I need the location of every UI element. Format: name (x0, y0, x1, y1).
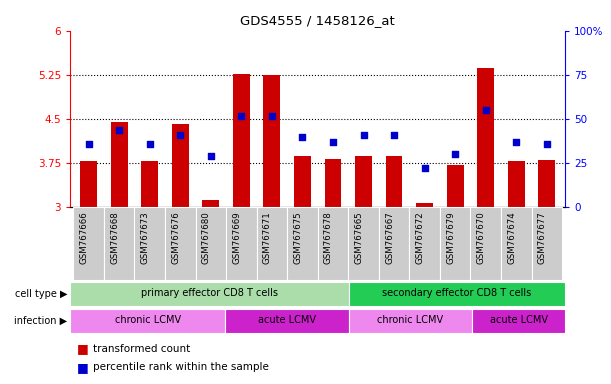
Point (267, 113, 277, 119)
Text: GSM767667: GSM767667 (385, 211, 394, 264)
Bar (386, 156, 403, 207)
Bar (294, 156, 311, 207)
Bar (104, 207, 134, 280)
Bar (202, 200, 219, 207)
Text: GSM767673: GSM767673 (141, 211, 150, 264)
Text: acute LCMV: acute LCMV (258, 315, 316, 325)
Bar (111, 122, 128, 207)
Bar (409, 207, 440, 280)
Bar (318, 207, 348, 280)
Text: GSM767666: GSM767666 (79, 211, 89, 264)
Bar (355, 156, 372, 207)
Text: GSM767669: GSM767669 (232, 211, 241, 264)
Point (359, 132, 368, 138)
Point (420, 166, 430, 172)
Point (114, 127, 124, 133)
Bar (538, 160, 555, 207)
Bar (226, 207, 257, 280)
Bar (501, 207, 532, 280)
Bar (379, 207, 409, 280)
Point (206, 153, 216, 159)
Text: ■: ■ (76, 342, 88, 355)
Text: chronic LCMV: chronic LCMV (378, 315, 444, 325)
Bar (172, 124, 189, 207)
Point (175, 132, 185, 138)
Bar (472, 309, 565, 333)
Point (145, 141, 155, 147)
Text: primary effector CD8 T cells: primary effector CD8 T cells (141, 288, 278, 298)
Text: secondary effector CD8 T cells: secondary effector CD8 T cells (382, 288, 532, 298)
Bar (324, 159, 342, 207)
Text: GSM767675: GSM767675 (293, 211, 302, 264)
Text: GSM767672: GSM767672 (415, 211, 425, 264)
Text: infection ▶: infection ▶ (14, 316, 67, 326)
Text: acute LCMV: acute LCMV (490, 315, 548, 325)
Bar (257, 207, 287, 280)
Bar (70, 282, 349, 306)
Text: GSM767676: GSM767676 (171, 211, 180, 264)
Bar (349, 282, 565, 306)
Bar (134, 207, 165, 280)
Text: chronic LCMV: chronic LCMV (114, 315, 181, 325)
Bar (141, 161, 158, 207)
Bar (70, 309, 225, 333)
Point (389, 132, 399, 138)
Text: GSM767674: GSM767674 (507, 211, 516, 264)
Text: GSM767680: GSM767680 (202, 211, 211, 264)
Bar (73, 207, 104, 280)
Text: transformed count: transformed count (93, 344, 191, 354)
Bar (165, 207, 196, 280)
Bar (80, 161, 97, 207)
Text: GDS4555 / 1458126_at: GDS4555 / 1458126_at (240, 14, 395, 27)
Text: ■: ■ (76, 361, 88, 374)
Point (511, 139, 521, 145)
Bar (196, 207, 226, 280)
Bar (508, 161, 525, 207)
Bar (233, 74, 250, 207)
Text: cell type ▶: cell type ▶ (15, 289, 67, 299)
Bar (287, 207, 318, 280)
Point (481, 107, 491, 113)
Text: GSM767668: GSM767668 (110, 211, 119, 264)
Point (236, 113, 246, 119)
Bar (470, 207, 501, 280)
Bar (349, 309, 472, 333)
Point (542, 141, 552, 147)
Bar (532, 207, 562, 280)
Bar (416, 203, 433, 207)
Bar (225, 309, 349, 333)
Text: GSM767665: GSM767665 (354, 211, 364, 264)
Bar (447, 165, 464, 207)
Text: GSM767677: GSM767677 (538, 211, 547, 264)
Point (84, 141, 93, 147)
Bar (440, 207, 470, 280)
Text: percentile rank within the sample: percentile rank within the sample (93, 362, 269, 372)
Text: GSM767679: GSM767679 (446, 211, 455, 264)
Point (298, 134, 307, 140)
Text: GSM767671: GSM767671 (263, 211, 272, 264)
Text: GSM767670: GSM767670 (477, 211, 486, 264)
Bar (477, 68, 494, 207)
Bar (263, 75, 280, 207)
Text: GSM767678: GSM767678 (324, 211, 333, 264)
Bar (348, 207, 379, 280)
Point (450, 151, 460, 157)
Point (328, 139, 338, 145)
